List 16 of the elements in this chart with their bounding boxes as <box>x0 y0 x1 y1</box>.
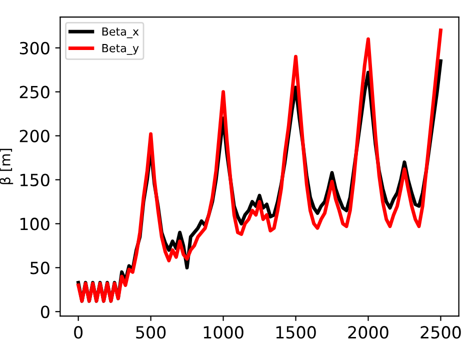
x-tick-label: 1000 <box>204 326 244 339</box>
y-tick-label: 300 <box>20 42 50 54</box>
x-tick-label: 1500 <box>276 326 316 339</box>
legend-label: Beta_y <box>102 44 139 55</box>
x-tick-label: 500 <box>136 326 166 339</box>
y-axis-title: β [m] <box>0 148 14 184</box>
y-tick-label: 50 <box>30 262 50 274</box>
y-tick-label: 100 <box>20 218 50 230</box>
y-tick-label: 200 <box>20 130 50 142</box>
y-tick-label: 0 <box>40 306 50 318</box>
x-tick-label: 0 <box>74 326 83 339</box>
y-tick-label: 150 <box>20 174 50 186</box>
x-tick-label: 2500 <box>420 326 461 339</box>
legend-label: Beta_x <box>102 27 139 38</box>
x-tick-label: 2000 <box>348 326 388 339</box>
y-tick-label: 250 <box>20 86 50 98</box>
